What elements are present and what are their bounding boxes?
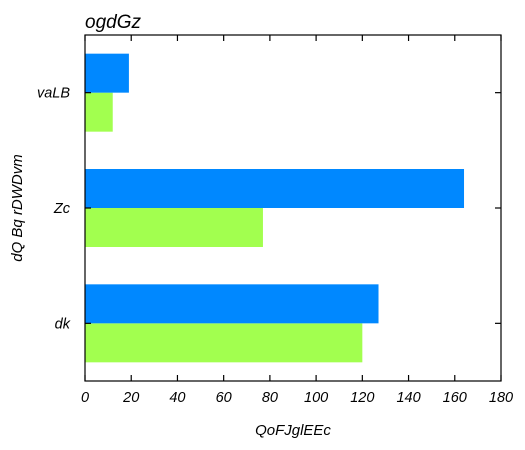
x-tick-label: 60 (216, 390, 232, 406)
x-tick-label: 140 (396, 390, 420, 406)
x-tick-label: 40 (169, 390, 185, 406)
y-tick-label: vaLB (37, 86, 70, 102)
ticks-layer: 0 20 40 60 80 100 120 140 160 180 dk Zc vaLB (37, 35, 513, 406)
y-tick-label: dk (55, 316, 71, 332)
y-axis-label: dQ Bq rDWDvm (9, 154, 26, 262)
chart-title: ogdGz (85, 12, 141, 33)
plot-frame (84, 34, 502, 382)
x-tick-label: 20 (122, 390, 139, 406)
x-tick-label: 120 (350, 390, 374, 406)
x-tick-label: 160 (443, 390, 467, 406)
x-tick-label: 100 (304, 390, 328, 406)
y-tick-label: Zc (53, 201, 71, 217)
x-tick-label: 80 (262, 390, 278, 406)
bar-dk-s0 (85, 323, 363, 363)
bar-vaLB-s0 (85, 92, 113, 132)
bar-vaLB-s1 (85, 53, 129, 93)
x-axis-label: QoFJglEEc (255, 422, 331, 439)
x-tick-label: 180 (489, 390, 513, 406)
bar-Zc-s0 (85, 208, 263, 247)
x-tick-label: 0 (81, 390, 89, 406)
bars-layer (85, 53, 465, 363)
bar-Zc-s1 (85, 169, 465, 208)
bar-dk-s1 (85, 284, 379, 324)
